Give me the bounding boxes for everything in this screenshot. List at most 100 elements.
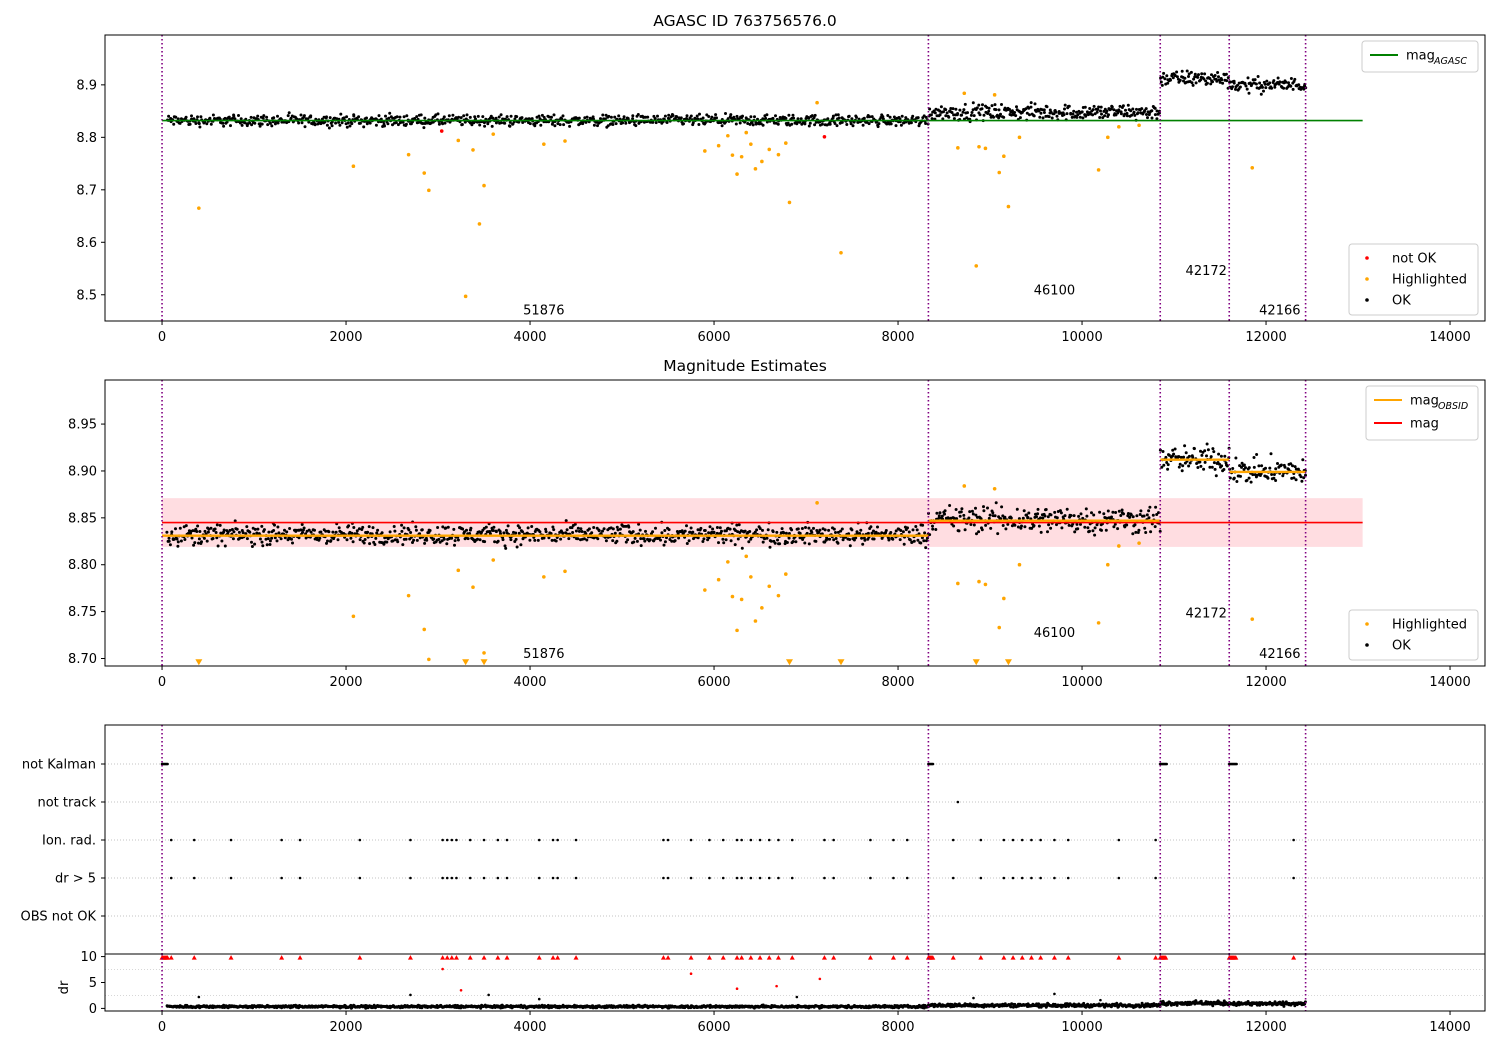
ok-point bbox=[443, 121, 447, 125]
ok-point bbox=[400, 523, 404, 527]
ok-point bbox=[611, 539, 615, 543]
ok-point bbox=[1042, 111, 1046, 114]
legend-box bbox=[1348, 243, 1479, 316]
ok-point bbox=[1136, 111, 1140, 115]
ok-point bbox=[796, 527, 800, 531]
ok-point bbox=[1126, 512, 1130, 515]
ok-point bbox=[463, 530, 466, 534]
dr-gt-5-flag bbox=[905, 876, 909, 880]
dr-capped-marker bbox=[1116, 955, 1122, 960]
ok-point bbox=[1027, 511, 1031, 515]
ok-point bbox=[1017, 517, 1021, 521]
ok-point bbox=[1118, 104, 1122, 108]
ok-point bbox=[1143, 109, 1147, 113]
highlighted-point bbox=[776, 593, 781, 598]
ok-point bbox=[720, 124, 724, 128]
dr-not-ok-point bbox=[735, 987, 739, 991]
ok-point bbox=[1111, 510, 1115, 514]
y-tick-label: 0 bbox=[89, 1002, 97, 1017]
ok-point bbox=[1098, 510, 1102, 514]
ok-point bbox=[248, 530, 252, 534]
ok-point bbox=[818, 528, 822, 532]
ok-point bbox=[1282, 86, 1286, 90]
highlighted-point bbox=[815, 100, 819, 105]
ok-point bbox=[987, 109, 991, 113]
ok-point bbox=[836, 530, 840, 534]
ok-point bbox=[1135, 514, 1139, 518]
ok-point bbox=[1101, 116, 1105, 120]
ok-point bbox=[986, 506, 989, 510]
ok-point bbox=[828, 537, 832, 541]
ok-point bbox=[803, 122, 807, 126]
ok-point bbox=[1178, 462, 1182, 466]
x-tick-label: 14000 bbox=[1429, 675, 1470, 690]
ok-point bbox=[1091, 113, 1095, 117]
ok-point bbox=[550, 538, 554, 542]
dr-outlier-point bbox=[972, 996, 975, 1000]
dr-gt-5-flag bbox=[767, 876, 771, 880]
ok-point bbox=[1076, 527, 1080, 531]
ok-point bbox=[340, 121, 344, 125]
highlighted-point bbox=[1117, 544, 1121, 548]
ok-point bbox=[337, 526, 341, 530]
ok-point bbox=[766, 528, 770, 532]
ok-point bbox=[172, 537, 176, 541]
ok-point bbox=[618, 532, 622, 535]
y-tick-label: 8.5 bbox=[76, 288, 97, 303]
highlighted-point bbox=[776, 152, 781, 157]
ok-point bbox=[1159, 80, 1163, 84]
ok-point bbox=[1119, 514, 1123, 517]
ok-point bbox=[1276, 462, 1279, 465]
y-tick-label: 8.9 bbox=[76, 78, 97, 93]
dr-capped-marker bbox=[1010, 955, 1016, 960]
ok-point bbox=[1209, 455, 1213, 459]
ok-point bbox=[345, 538, 349, 542]
ok-point bbox=[200, 540, 203, 544]
dr-gt-5-flag bbox=[979, 876, 983, 880]
dr-capped-marker bbox=[775, 955, 781, 960]
ion-rad-flag bbox=[192, 838, 196, 842]
ok-point bbox=[613, 531, 617, 535]
ok-point bbox=[342, 116, 346, 120]
highlighted-point bbox=[997, 625, 1002, 630]
ok-point bbox=[253, 527, 257, 531]
ok-point bbox=[859, 528, 863, 532]
ok-point bbox=[348, 124, 352, 128]
highlighted-point bbox=[753, 167, 758, 171]
ok-point bbox=[552, 113, 556, 117]
highlighted-point bbox=[749, 575, 753, 579]
ok-point bbox=[904, 116, 908, 120]
ok-point bbox=[407, 528, 411, 532]
ok-point bbox=[468, 532, 472, 535]
ok-point bbox=[1183, 444, 1187, 448]
ok-point bbox=[982, 505, 985, 509]
ok-point bbox=[1213, 74, 1217, 77]
dr-capped-marker bbox=[1233, 955, 1239, 960]
ok-point bbox=[1098, 116, 1102, 119]
ok-point bbox=[945, 111, 949, 115]
ok-point bbox=[798, 531, 802, 535]
ion-rad-flag bbox=[832, 838, 835, 842]
ok-point bbox=[414, 525, 418, 529]
ok-point bbox=[1242, 463, 1246, 467]
axes-frame bbox=[104, 379, 1486, 667]
ok-point bbox=[1049, 526, 1053, 530]
ok-point bbox=[634, 124, 638, 128]
highlighted-point bbox=[716, 143, 721, 148]
ok-point bbox=[465, 528, 468, 532]
x-tick-label: 12000 bbox=[1245, 675, 1286, 690]
ok-point bbox=[231, 537, 235, 541]
ok-point bbox=[683, 529, 687, 533]
ok-point bbox=[780, 527, 784, 531]
ok-point bbox=[1157, 511, 1160, 515]
dr-capped-marker bbox=[904, 955, 910, 960]
dr-gt-5-flag bbox=[496, 876, 500, 880]
ok-point bbox=[870, 531, 874, 535]
ok-point bbox=[347, 524, 351, 528]
ok-point bbox=[503, 121, 507, 125]
ok-point bbox=[334, 530, 338, 534]
ok-point bbox=[889, 531, 893, 534]
ok-point bbox=[807, 116, 811, 120]
ok-point bbox=[758, 527, 762, 530]
ok-point bbox=[685, 524, 688, 528]
